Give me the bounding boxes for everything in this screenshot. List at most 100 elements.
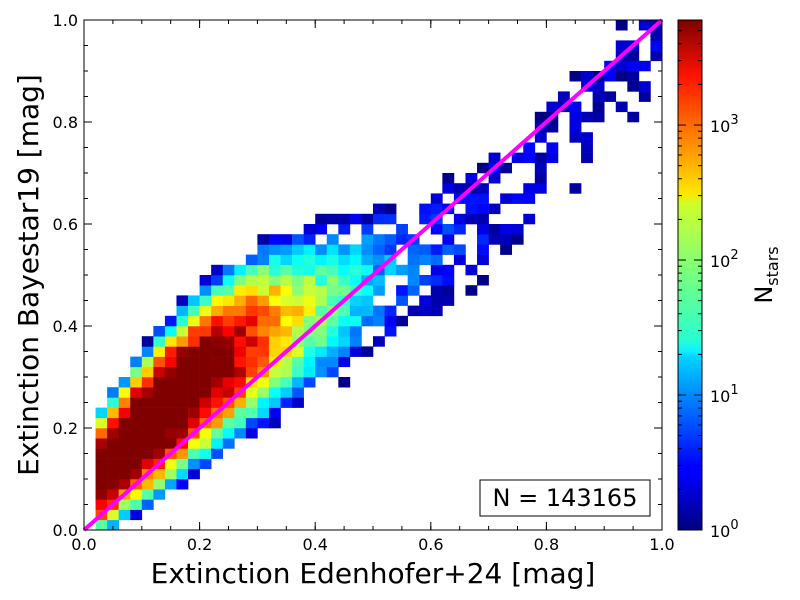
heatmap-bin xyxy=(199,315,212,327)
heatmap-bin xyxy=(107,407,119,419)
heatmap-bin xyxy=(477,213,489,225)
heatmap-bin xyxy=(257,275,270,286)
heatmap-bin xyxy=(234,356,247,368)
heatmap-bin xyxy=(280,397,293,408)
heatmap-bin xyxy=(176,366,189,378)
colorbar-label: Nstars xyxy=(750,246,782,303)
heatmap-bin xyxy=(419,244,432,255)
heatmap-bin xyxy=(604,71,617,82)
heatmap-bin xyxy=(430,264,443,276)
heatmap-bin xyxy=(453,244,466,255)
heatmap-bin xyxy=(453,254,466,266)
heatmap-bin xyxy=(465,203,478,215)
heatmap-bin xyxy=(199,346,212,357)
heatmap-bin xyxy=(153,448,166,459)
heatmap-bin xyxy=(141,366,154,378)
heatmap-bin xyxy=(384,305,397,317)
heatmap-bin xyxy=(592,91,605,102)
heatmap-bin xyxy=(523,142,536,153)
heatmap-bin xyxy=(211,275,224,286)
heatmap-bin xyxy=(338,213,351,225)
heatmap-bin xyxy=(361,234,374,245)
heatmap-bin xyxy=(534,162,547,174)
heatmap-bin xyxy=(349,275,362,286)
heatmap-bin xyxy=(396,234,408,245)
heatmap-bin xyxy=(257,356,270,368)
heatmap-bin xyxy=(292,254,304,266)
heatmap-bin xyxy=(326,264,339,276)
y-tick-label: 0.0 xyxy=(53,521,78,540)
heatmap-bin xyxy=(257,387,270,398)
heatmap-bin xyxy=(280,366,293,378)
heatmap-bin xyxy=(245,356,258,368)
heatmap-bin xyxy=(153,346,166,357)
heatmap-bin xyxy=(95,448,108,459)
heatmap-bin xyxy=(303,254,316,266)
heatmap-bin xyxy=(268,417,281,429)
heatmap-bin xyxy=(211,428,224,439)
heatmap-bin xyxy=(107,489,119,500)
heatmap-bin xyxy=(338,244,351,255)
heatmap-bin xyxy=(326,356,339,368)
heatmap-bin xyxy=(188,417,200,429)
heatmap-bin xyxy=(280,387,293,398)
heatmap-bin xyxy=(188,336,200,347)
heatmap-bin xyxy=(523,152,536,164)
heatmap-bin xyxy=(280,244,293,255)
heatmap-bin xyxy=(338,275,351,286)
heatmap-bin xyxy=(211,366,224,378)
heatmap-bin xyxy=(188,366,200,378)
heatmap-bin xyxy=(349,213,362,225)
heatmap-bin xyxy=(338,305,351,317)
heatmap-bin xyxy=(107,458,119,470)
heatmap-bin xyxy=(199,428,212,439)
heatmap-bin xyxy=(268,234,281,245)
heatmap-bin xyxy=(407,285,420,296)
heatmap-bin xyxy=(442,295,455,306)
heatmap-bin xyxy=(534,152,547,164)
heatmap-bin xyxy=(107,438,119,449)
heatmap-bin xyxy=(442,264,455,276)
heatmap-bin xyxy=(199,377,212,388)
x-tick-label: 0.8 xyxy=(534,535,559,554)
heatmap-bin xyxy=(477,193,489,204)
heatmap-bin xyxy=(107,387,119,398)
heatmap-bin xyxy=(442,275,455,286)
heatmap-bin xyxy=(118,438,131,449)
heatmap-bin xyxy=(581,152,593,164)
heatmap-bin xyxy=(396,224,408,235)
heatmap-bin xyxy=(222,305,235,317)
heatmap-bin xyxy=(164,366,177,378)
heatmap-bin xyxy=(569,111,582,123)
heatmap-bin xyxy=(257,326,270,337)
heatmap-bin xyxy=(188,295,200,306)
heatmap-bin xyxy=(245,407,258,419)
heatmap-bin xyxy=(141,417,154,429)
heatmap-bin xyxy=(373,285,385,296)
heatmap-bin xyxy=(477,254,489,266)
heatmap-bin xyxy=(430,254,443,266)
heatmap-bin xyxy=(130,438,143,449)
heatmap-bin xyxy=(222,275,235,286)
heatmap-bin xyxy=(188,387,200,398)
heatmap-bin xyxy=(176,326,189,337)
heatmap-bin xyxy=(442,173,455,184)
heatmap-bin xyxy=(107,448,119,459)
heatmap-bin xyxy=(164,438,177,449)
heatmap-bin xyxy=(245,285,258,296)
heatmap-bin xyxy=(488,203,501,215)
heatmap-bin xyxy=(257,377,270,388)
heatmap-bin xyxy=(268,326,281,337)
heatmap-bin xyxy=(303,356,316,368)
heatmap-bin xyxy=(141,499,154,510)
heatmap-bin xyxy=(349,315,362,327)
heatmap-bin xyxy=(107,417,119,429)
heatmap-bin xyxy=(107,479,119,490)
heatmap-bin xyxy=(280,377,293,388)
heatmap-bin xyxy=(130,499,143,510)
heatmap-bin xyxy=(176,458,189,470)
heatmap-bin xyxy=(534,132,547,143)
y-tick-label: 0.8 xyxy=(53,113,78,132)
heatmap-bin xyxy=(615,101,628,113)
heatmap-bin xyxy=(257,264,270,276)
